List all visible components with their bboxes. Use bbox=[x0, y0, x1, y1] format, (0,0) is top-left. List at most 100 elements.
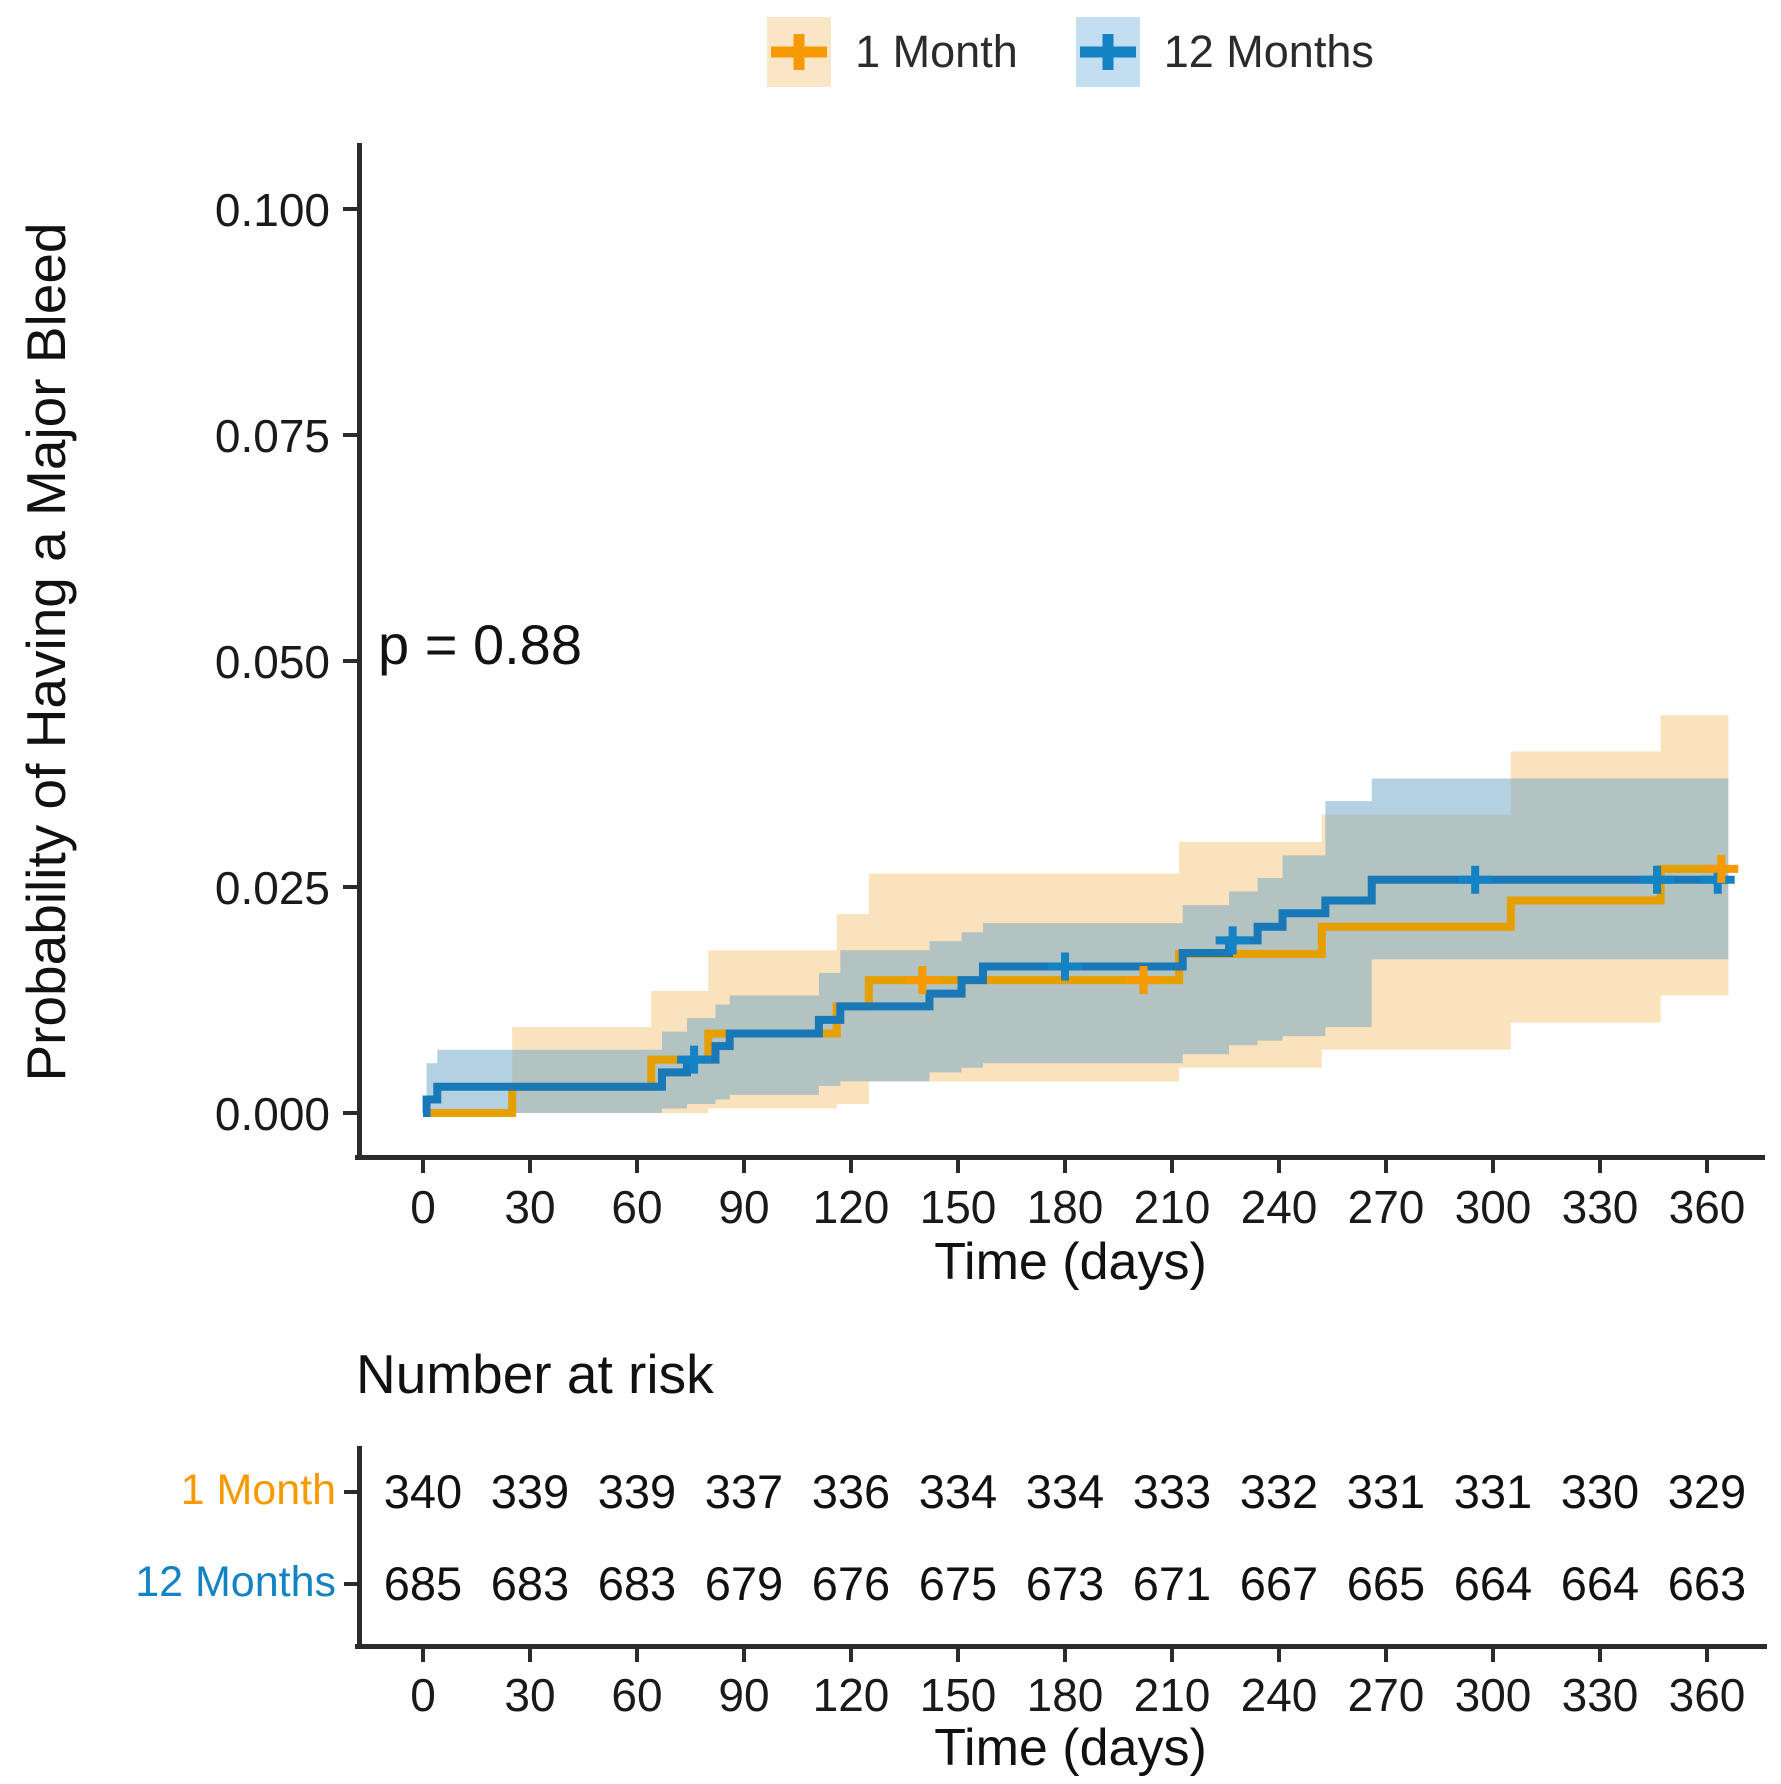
y-axis-tick bbox=[343, 433, 358, 437]
risk-count: 331 bbox=[1346, 1465, 1426, 1518]
plus-marker-icon bbox=[771, 34, 828, 70]
risk-x-tick-label: 330 bbox=[1561, 1669, 1639, 1721]
risk-count: 685 bbox=[383, 1557, 463, 1610]
risk-row-label-12-months: 12 Months bbox=[135, 1558, 336, 1606]
x-tick-label: 300 bbox=[1454, 1181, 1532, 1233]
risk-count: 673 bbox=[1025, 1557, 1105, 1610]
risk-x-axis-title: Time (days) bbox=[934, 1719, 1207, 1777]
y-tick-label: 0.050 bbox=[214, 636, 330, 688]
risk-x-tick-label: 180 bbox=[1026, 1669, 1104, 1721]
risk-count: 667 bbox=[1239, 1557, 1319, 1610]
x-tick-label: 0 bbox=[410, 1181, 436, 1233]
x-axis-tick bbox=[421, 1158, 425, 1173]
risk-count: 664 bbox=[1560, 1557, 1640, 1610]
censor-marks-1-month bbox=[905, 854, 1739, 995]
y-axis-tick bbox=[343, 1111, 358, 1115]
x-tick-label: 90 bbox=[718, 1181, 770, 1233]
risk-x-tick-label: 0 bbox=[410, 1669, 436, 1721]
x-axis-line bbox=[355, 1155, 1765, 1160]
x-tick-label: 30 bbox=[504, 1181, 556, 1233]
risk-count: 676 bbox=[811, 1557, 891, 1610]
risk-count: 329 bbox=[1667, 1465, 1747, 1518]
y-axis-line bbox=[357, 143, 362, 1160]
risk-x-axis-tick bbox=[421, 1647, 425, 1662]
x-tick-label: 240 bbox=[1240, 1181, 1318, 1233]
y-tick-label: 0.000 bbox=[214, 1088, 330, 1140]
risk-row-label-1-month: 1 Month bbox=[180, 1466, 336, 1514]
risk-count: 663 bbox=[1667, 1557, 1747, 1610]
risk-x-axis-tick bbox=[528, 1647, 532, 1662]
risk-count: 334 bbox=[918, 1465, 998, 1518]
risk-x-axis-tick bbox=[956, 1647, 960, 1662]
x-axis-tick bbox=[1491, 1158, 1495, 1173]
risk-x-tick-label: 150 bbox=[919, 1669, 997, 1721]
x-tick-label: 210 bbox=[1133, 1181, 1211, 1233]
x-axis-tick bbox=[956, 1158, 960, 1173]
risk-count: 683 bbox=[597, 1557, 677, 1610]
y-tick-label: 0.025 bbox=[214, 862, 330, 914]
x-axis-tick bbox=[1063, 1158, 1067, 1173]
risk-table-title: Number at risk bbox=[356, 1343, 714, 1405]
x-axis-tick bbox=[1705, 1158, 1709, 1173]
legend-swatch-1-month bbox=[767, 17, 832, 87]
risk-table-y-axis-line bbox=[357, 1446, 362, 1649]
risk-count: 339 bbox=[597, 1465, 677, 1518]
risk-x-axis-tick bbox=[1170, 1647, 1174, 1662]
x-tick-label: 150 bbox=[919, 1181, 997, 1233]
km-chart bbox=[422, 715, 1739, 1117]
risk-count: 337 bbox=[704, 1465, 784, 1518]
risk-count: 675 bbox=[918, 1557, 998, 1610]
x-axis-tick bbox=[742, 1158, 746, 1173]
x-tick-label: 180 bbox=[1026, 1181, 1104, 1233]
risk-count: 665 bbox=[1346, 1557, 1426, 1610]
risk-x-axis-tick bbox=[849, 1647, 853, 1662]
risk-x-tick-label: 60 bbox=[611, 1669, 663, 1721]
y-tick-label: 0.075 bbox=[214, 410, 330, 462]
risk-x-axis-tick bbox=[1277, 1647, 1281, 1662]
risk-x-axis-tick bbox=[1491, 1647, 1495, 1662]
risk-count: 336 bbox=[811, 1465, 891, 1518]
y-tick-label: 0.100 bbox=[214, 184, 330, 236]
y-axis-tick bbox=[343, 659, 358, 663]
risk-x-tick-label: 360 bbox=[1668, 1669, 1746, 1721]
legend-label: 1 Month bbox=[855, 26, 1018, 77]
risk-table-x-axis-line bbox=[355, 1644, 1767, 1649]
risk-count: 664 bbox=[1453, 1557, 1533, 1610]
risk-count: 339 bbox=[490, 1465, 570, 1518]
y-axis-tick bbox=[343, 885, 358, 889]
x-tick-label: 360 bbox=[1668, 1181, 1746, 1233]
risk-x-tick-label: 240 bbox=[1240, 1669, 1318, 1721]
risk-x-axis-tick bbox=[635, 1647, 639, 1662]
plus-marker-icon bbox=[1079, 34, 1136, 70]
risk-x-tick-label: 90 bbox=[718, 1669, 770, 1721]
x-axis-tick bbox=[528, 1158, 532, 1173]
p-value-annotation: p = 0.88 bbox=[378, 613, 582, 676]
x-axis-tick bbox=[1384, 1158, 1388, 1173]
x-tick-label: 60 bbox=[611, 1181, 663, 1233]
km-curve-12-months bbox=[422, 875, 1729, 1117]
risk-row-tick bbox=[344, 1582, 359, 1586]
x-axis-tick bbox=[635, 1158, 639, 1173]
km-curve-1-month bbox=[423, 864, 1729, 1117]
y-axis-title: Probability of Having a Major Bleed bbox=[15, 222, 77, 1082]
risk-x-tick-label: 210 bbox=[1133, 1669, 1211, 1721]
risk-row-tick bbox=[344, 1490, 359, 1494]
legend-item-1-month: 1 Month bbox=[767, 17, 1018, 87]
risk-x-axis-tick bbox=[742, 1647, 746, 1662]
risk-count: 683 bbox=[490, 1557, 570, 1610]
risk-count: 331 bbox=[1453, 1465, 1533, 1518]
risk-x-tick-label: 120 bbox=[812, 1669, 890, 1721]
x-axis-title: Time (days) bbox=[934, 1233, 1207, 1291]
risk-count: 679 bbox=[704, 1557, 784, 1610]
x-axis-tick bbox=[1170, 1158, 1174, 1173]
risk-count: 334 bbox=[1025, 1465, 1105, 1518]
risk-count: 333 bbox=[1132, 1465, 1212, 1518]
risk-x-tick-label: 270 bbox=[1347, 1669, 1425, 1721]
risk-count: 332 bbox=[1239, 1465, 1319, 1518]
risk-x-tick-label: 30 bbox=[504, 1669, 556, 1721]
risk-x-axis-tick bbox=[1705, 1647, 1709, 1662]
risk-count: 340 bbox=[383, 1465, 463, 1518]
y-axis-tick bbox=[343, 207, 358, 211]
legend-label: 12 Months bbox=[1163, 26, 1374, 77]
